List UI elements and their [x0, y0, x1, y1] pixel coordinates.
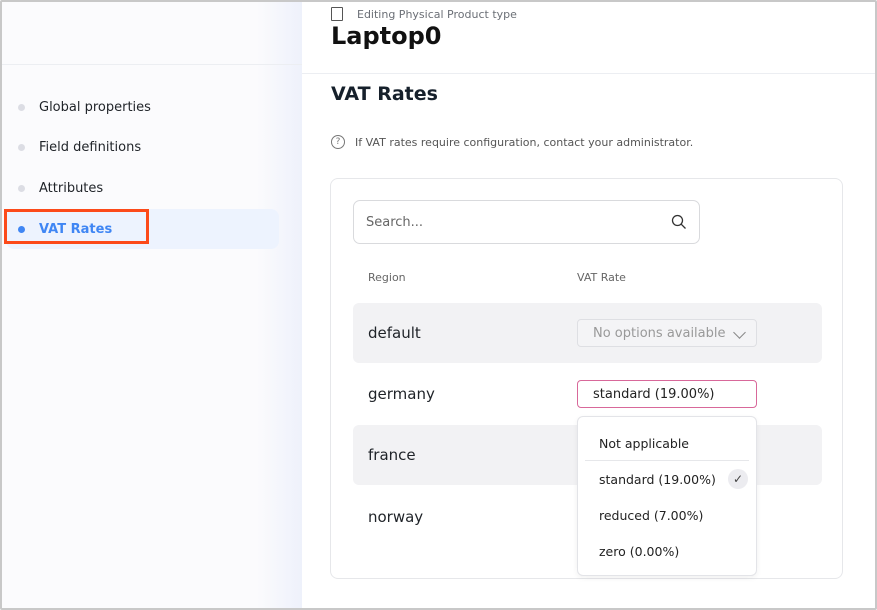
info-text: ? If VAT rates require configuration, con…	[331, 135, 693, 149]
document-icon	[331, 7, 343, 21]
sidebar-item-field-definitions[interactable]: Field definitions	[6, 127, 279, 167]
bullet-icon	[18, 103, 25, 111]
option-not-applicable[interactable]: Not applicable	[578, 425, 756, 461]
help-icon: ?	[331, 135, 345, 149]
vat-rate-select: No options available	[577, 319, 757, 347]
main-content: Editing Physical Product type Laptop0 VA…	[302, 2, 875, 608]
column-header-region: Region	[368, 271, 406, 284]
page-title: Laptop0	[331, 22, 442, 50]
region-name: norway	[368, 508, 424, 526]
search-icon[interactable]	[671, 214, 687, 230]
option-label: zero (0.00%)	[599, 543, 680, 559]
bullet-icon	[18, 184, 25, 192]
vat-card: Search... Region VAT Rate default No opt…	[330, 178, 843, 579]
table-row: germany standard (19.00%)	[353, 364, 822, 424]
region-name: default	[368, 324, 421, 342]
chevron-down-icon	[733, 326, 746, 339]
region-name: france	[368, 446, 416, 464]
sidebar-item-attributes[interactable]: Attributes	[6, 168, 279, 208]
bullet-icon	[18, 225, 25, 233]
sidebar-item-global-properties[interactable]: Global properties	[6, 87, 279, 127]
column-header-vat-rate: VAT Rate	[577, 271, 626, 284]
select-value: No options available	[593, 325, 726, 341]
option-label: Not applicable	[599, 435, 689, 451]
bullet-icon	[18, 143, 25, 151]
check-icon: ✓	[728, 469, 748, 489]
sidebar-item-label: Attributes	[39, 180, 104, 196]
divider	[302, 73, 875, 74]
option-label: standard (19.00%)	[599, 471, 716, 487]
table-row: default No options available	[353, 303, 822, 363]
option-zero[interactable]: zero (0.00%)	[578, 533, 756, 569]
divider	[2, 64, 302, 65]
region-name: germany	[368, 385, 435, 403]
search-placeholder: Search...	[366, 214, 424, 230]
table-row: norway	[353, 487, 822, 547]
divider	[585, 460, 749, 461]
vat-rate-dropdown-menu: Not applicable standard (19.00%) ✓ reduce…	[577, 416, 757, 576]
sidebar-item-label: VAT Rates	[39, 221, 113, 237]
sidebar-item-label: Field definitions	[39, 139, 142, 155]
info-message: If VAT rates require configuration, cont…	[355, 135, 694, 149]
option-label: reduced (7.00%)	[599, 507, 704, 523]
search-input[interactable]: Search...	[353, 200, 700, 244]
page-subtitle: Editing Physical Product type	[357, 7, 517, 21]
section-title: VAT Rates	[331, 83, 438, 105]
option-reduced[interactable]: reduced (7.00%)	[578, 497, 756, 533]
sidebar-item-label: Global properties	[39, 99, 151, 115]
breadcrumb: Editing Physical Product type	[331, 7, 517, 21]
option-standard[interactable]: standard (19.00%) ✓	[578, 461, 756, 497]
highlight-box	[4, 209, 149, 244]
select-value: standard (19.00%)	[593, 386, 715, 402]
sidebar: Global properties Field definitions Attr…	[2, 2, 302, 608]
vat-rate-select[interactable]: standard (19.00%)	[577, 380, 757, 408]
